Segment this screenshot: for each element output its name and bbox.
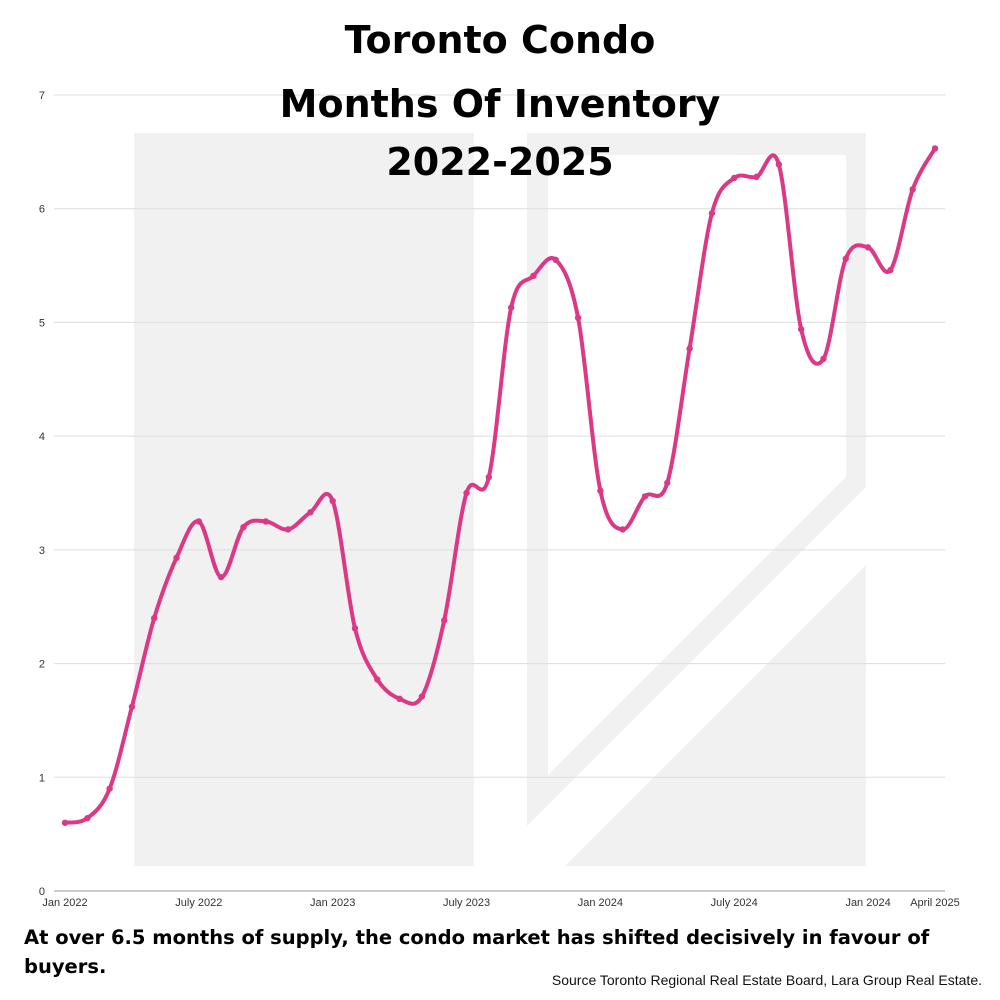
data-point: [329, 497, 336, 505]
data-point: [151, 614, 158, 622]
data-point: [128, 703, 136, 710]
data-point: [351, 625, 359, 632]
data-point: [463, 489, 470, 497]
chart-title: Toronto Condo Months Of Inventory 2022-2…: [280, 18, 721, 184]
data-point: [106, 785, 113, 792]
data-point: [731, 174, 738, 182]
data-point: [441, 617, 448, 624]
data-point: [864, 244, 872, 251]
data-point: [262, 518, 269, 525]
data-point: [217, 573, 225, 581]
y-tick-label: 6: [39, 204, 45, 216]
title-line-1: Toronto Condo: [345, 18, 656, 62]
data-point: [173, 554, 180, 562]
data-point: [909, 186, 916, 193]
data-points: [61, 145, 939, 826]
chart-caption: At over 6.5 months of supply, the condo …: [24, 926, 930, 978]
data-point: [753, 173, 760, 181]
data-point: [820, 355, 827, 363]
y-tick-label: 1: [39, 772, 45, 784]
data-point: [61, 819, 69, 826]
data-point: [686, 345, 693, 352]
y-tick-label: 5: [39, 317, 45, 329]
data-point: [307, 509, 314, 516]
data-point: [931, 145, 939, 152]
data-point: [84, 815, 91, 822]
y-axis: 0 1 2 3 4 5 6 7: [39, 90, 45, 898]
x-tick-label: July 2022: [175, 897, 222, 909]
data-point: [708, 210, 716, 217]
data-point: [641, 493, 649, 500]
x-tick-label: April 2025: [910, 897, 960, 909]
data-point: [485, 473, 493, 481]
x-tick-label: Jan 2023: [310, 897, 355, 909]
data-point: [284, 526, 292, 533]
data-point: [195, 518, 203, 525]
x-tick-label: Jan 2024: [845, 897, 890, 909]
y-tick-label: 2: [39, 659, 45, 671]
y-tick-label: 4: [39, 431, 45, 443]
data-point: [597, 487, 604, 494]
title-line-3: 2022-2025: [386, 140, 613, 184]
data-point: [797, 326, 805, 333]
x-tick-label: July 2024: [711, 897, 758, 909]
data-point: [775, 161, 783, 168]
y-tick-label: 3: [39, 545, 45, 557]
x-tick-label: July 2023: [443, 897, 490, 909]
data-point: [887, 266, 894, 274]
data-point: [507, 304, 515, 311]
data-point: [842, 255, 849, 262]
data-point: [418, 693, 426, 700]
data-point: [240, 523, 247, 531]
watermark-logo: [134, 133, 866, 866]
data-point: [552, 256, 559, 264]
data-point: [374, 676, 381, 683]
x-tick-label: Jan 2022: [42, 897, 87, 909]
data-point: [664, 479, 671, 486]
data-point: [619, 526, 626, 533]
data-point: [396, 695, 403, 703]
x-axis: Jan 2022 July 2022 Jan 2023 July 2023 Jan 20…: [42, 897, 959, 909]
x-tick-label: Jan 2024: [578, 897, 623, 909]
data-point: [574, 314, 582, 322]
title-line-2: Months Of Inventory: [280, 82, 721, 126]
series-line: [63, 146, 937, 825]
data-point: [530, 272, 537, 280]
gridlines: [54, 94, 945, 778]
source-note: Source Toronto Regional Real Estate Boar…: [551, 972, 982, 988]
y-tick-label: 7: [39, 90, 45, 102]
y-tick-label: 0: [39, 886, 45, 898]
